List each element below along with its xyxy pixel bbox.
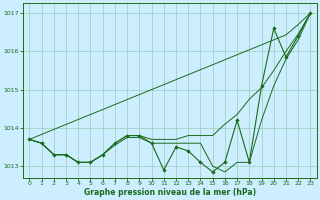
X-axis label: Graphe pression niveau de la mer (hPa): Graphe pression niveau de la mer (hPa) bbox=[84, 188, 256, 197]
